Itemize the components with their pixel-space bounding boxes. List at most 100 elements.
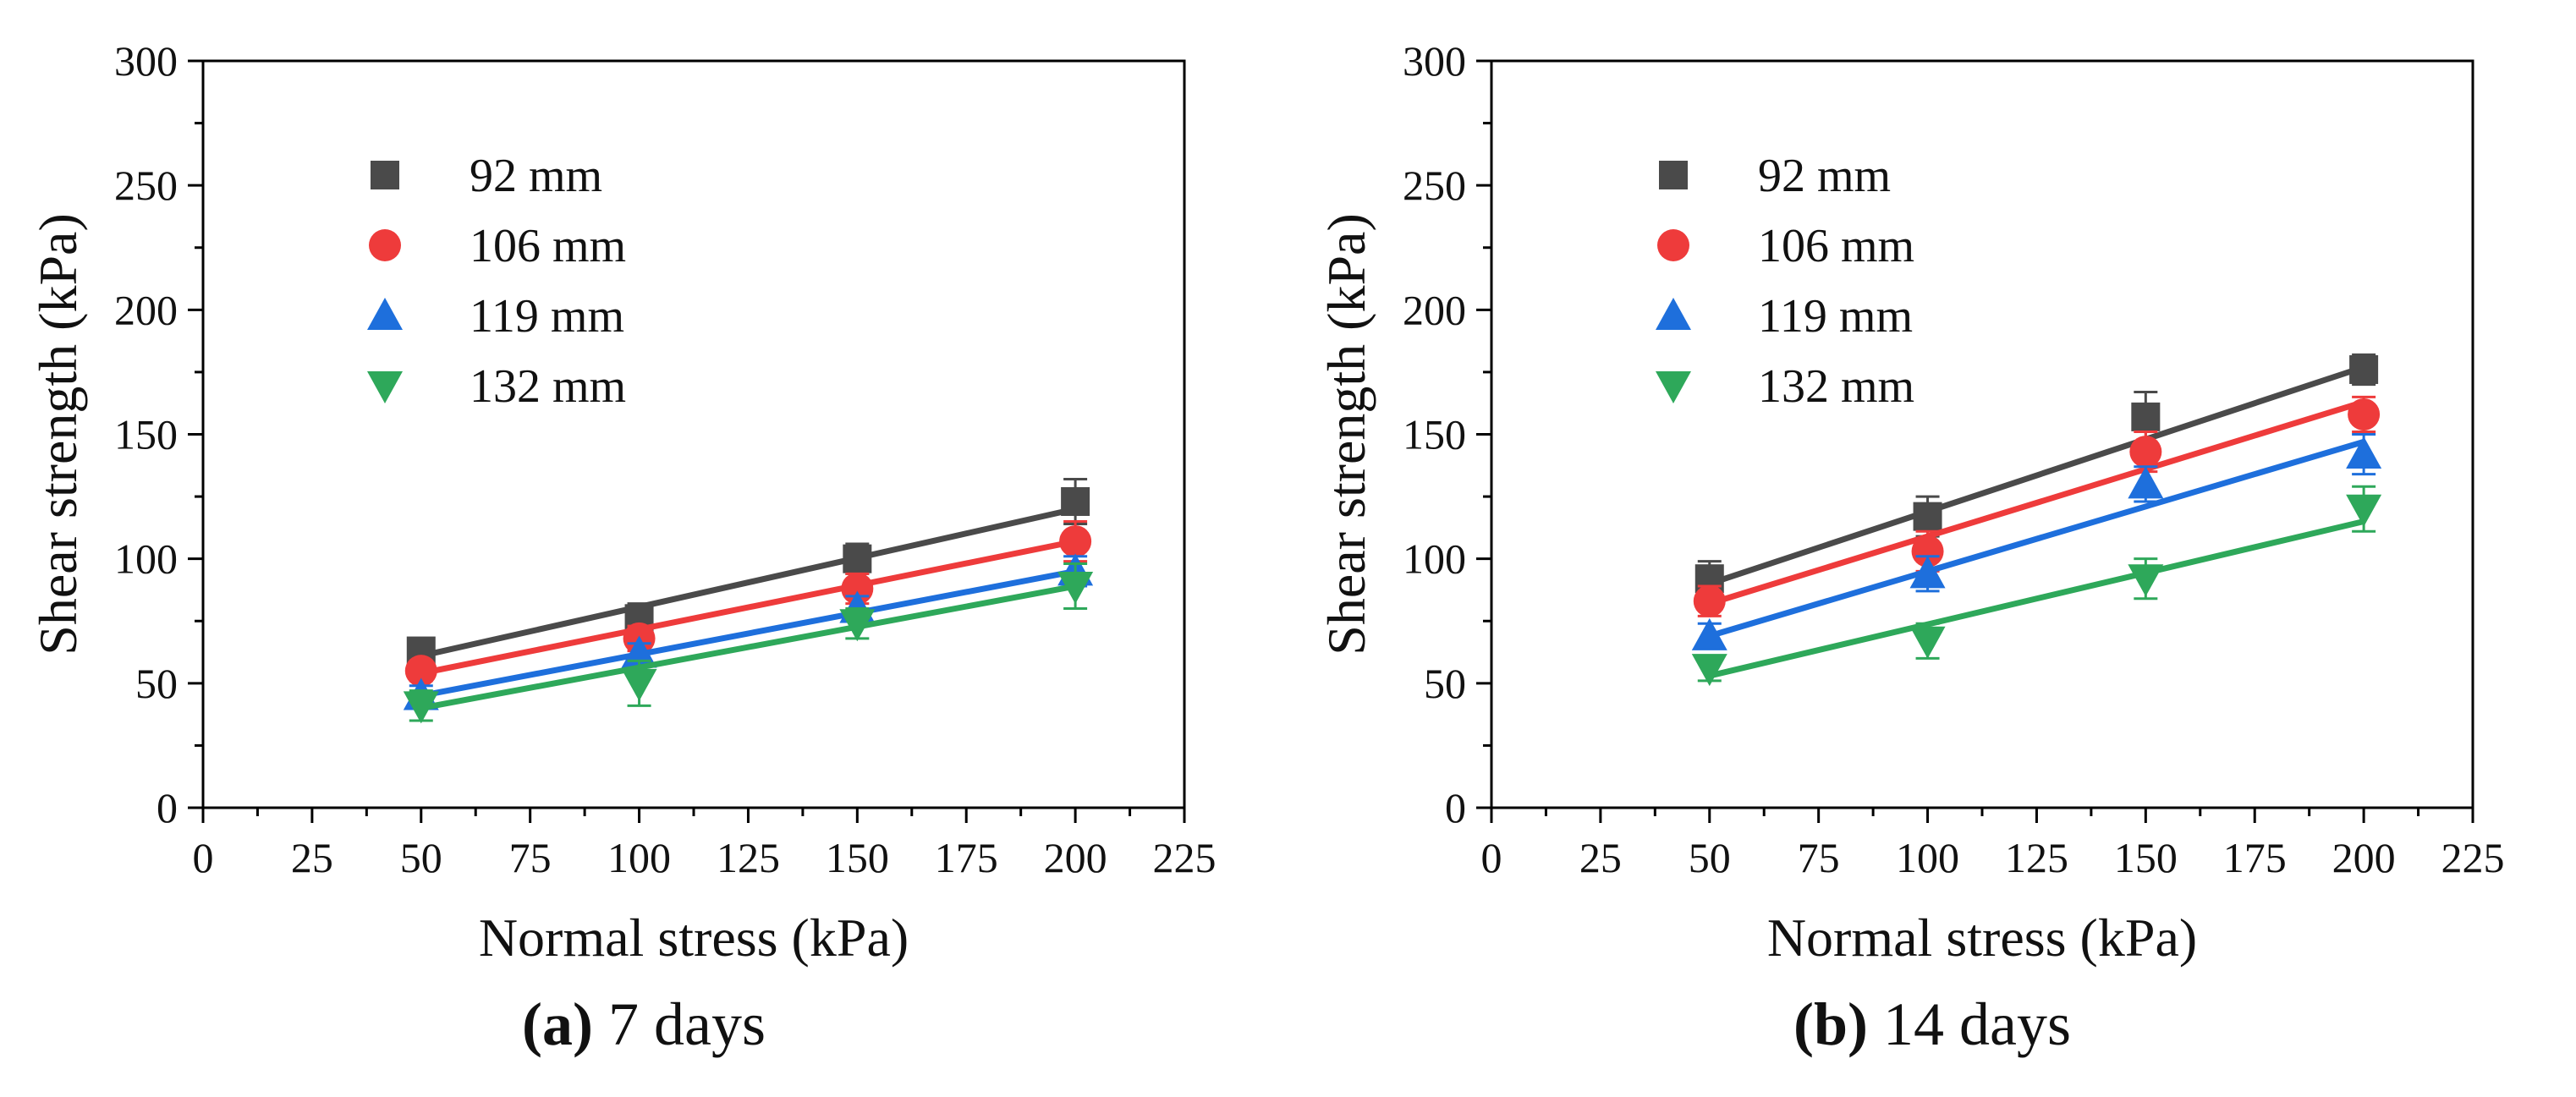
series-106-mm-b [1693,395,2381,617]
legend-label-1-a: 106 mm [470,220,626,272]
chart-svg-b: 0 25 50 75 100 125 150 175 200 225 0 50 100 150 200 250… [1316,37,2505,968]
fit-line-a [420,568,1076,699]
y-tick-label-250-b: 250 [1403,162,1466,209]
x-tick-label-150-b: 150 [2114,834,2178,881]
data-point-a [403,691,439,724]
legend-label-0-a: 92 mm [470,150,602,202]
x-tick-label-0-b: 0 [1481,834,1502,881]
y-tick-label-0-b: 0 [1445,784,1466,831]
data-point-b [2348,398,2381,431]
y-axis-label-b: Shear strength (kPa) [1316,213,1376,655]
legend-label-2-b: 119 mm [1758,290,1913,343]
x-tick-label-75-a: 75 [509,834,552,881]
x-tick-label-175-b: 175 [2223,834,2287,881]
x-tick-label-50-a: 50 [400,834,442,881]
legend-marker-1-a [369,229,401,261]
x-axis-label-b: Normal stress (kPa) [1767,908,2197,968]
x-tick-label-25-b: 25 [1579,834,1622,881]
fit-line-a [420,538,1076,677]
fit-line-a [420,583,1076,711]
legend-label-3-a: 132 mm [470,360,626,413]
fit-line-b [1708,398,2365,606]
chart-panel-a: 0 25 50 75 100 125 150 175 200 225 0 50 100 150 200 250… [0,37,1288,1060]
legend-marker-2-b [1656,298,1691,330]
y-tick-label-300-a: 300 [114,37,178,85]
fit-line-b [1708,518,2365,679]
data-point-b [2131,402,2161,431]
series-132-mm-a [403,562,1094,724]
x-axis-label-a: Normal stress (kPa) [479,908,909,968]
y-tick-label-150-b: 150 [1403,411,1466,458]
chart-panel-b: 0 25 50 75 100 125 150 175 200 225 0 50 100 150 200 250… [1288,0,2576,1097]
y-tick-label-100-b: 100 [1403,535,1466,583]
legend-marker-3-b [1656,371,1691,403]
data-point-b [1691,617,1727,650]
caption-text-a: 7 days [607,990,766,1058]
data-point-a [843,544,872,573]
data-point-b [2346,436,2382,469]
data-point-a [1057,572,1094,605]
x-tick-label-100-b: 100 [1896,834,1959,881]
fit-line-b [1708,364,2365,587]
y-tick-label-150-a: 150 [114,411,178,458]
legend-marker-0-a [371,161,399,189]
x-tick-label-200-a: 200 [1044,834,1107,881]
caption-panel-letter-b: (b) [1793,990,1868,1058]
legend-label-1-b: 106 mm [1758,220,1914,272]
x-tick-label-175-a: 175 [935,834,998,881]
data-point-b [2346,494,2382,527]
y-tick-label-300-b: 300 [1403,37,1466,85]
data-point-b [1909,556,1946,589]
data-point-b [1693,584,1726,617]
y-tick-label-250-a: 250 [114,162,178,209]
fit-line-b [1708,438,2365,639]
data-point-a [621,668,657,701]
y-tick-label-50-b: 50 [1424,660,1466,707]
x-tick-label-25-a: 25 [291,834,333,881]
x-tick-label-200-b: 200 [2332,834,2396,881]
data-point-b [2129,436,2162,469]
y-tick-label-50-a: 50 [135,660,178,707]
legend-label-0-b: 92 mm [1758,150,1891,202]
series-119-mm-a [403,553,1094,710]
plot-frame-a [201,59,1186,809]
x-tick-label-125-a: 125 [717,834,780,881]
y-tick-label-0-a: 0 [157,784,178,831]
legend-label-2-a: 119 mm [470,290,624,343]
y-axis-label-a: Shear strength (kPa) [28,213,88,655]
x-tick-label-50-b: 50 [1689,834,1731,881]
x-tick-label-225-a: 225 [1153,834,1217,881]
caption-a: (a) 7 days [0,990,1288,1060]
data-point-a [1059,525,1092,558]
x-tick-label-75-b: 75 [1798,834,1840,881]
x-tick-label-125-b: 125 [2005,834,2068,881]
series-119-mm-b [1691,433,2382,650]
data-point-b [2349,354,2379,384]
x-tick-label-100-a: 100 [607,834,671,881]
caption-b: (b) 14 days [1288,990,2576,1060]
data-point-a [404,655,437,688]
fit-line-a [420,506,1076,659]
legend-marker-1-b [1657,229,1689,261]
y-tick-label-200-a: 200 [114,286,178,333]
legend-label-3-b: 132 mm [1758,360,1914,413]
data-point-b [1909,626,1946,659]
x-tick-label-150-a: 150 [826,834,889,881]
y-tick-label-100-a: 100 [114,535,178,583]
data-point-b [1691,654,1727,687]
data-point-b [2128,564,2164,597]
legend-marker-2-a [367,298,403,330]
data-point-b [2128,466,2164,499]
y-tick-label-200-b: 200 [1403,286,1466,333]
data-point-b [1913,502,1942,531]
plot-frame-b [1490,59,2474,809]
chart-svg-a: 0 25 50 75 100 125 150 175 200 225 0 50 100 150 200 250… [28,37,1217,968]
series-92-mm-a [406,477,1090,666]
caption-panel-letter-a: (a) [522,990,593,1058]
data-point-a [839,609,876,642]
series-106-mm-a [404,520,1092,688]
series-132-mm-b [1691,485,2382,687]
x-tick-label-225-b: 225 [2441,834,2505,881]
data-point-b [1911,535,1944,568]
caption-text-b: 14 days [1883,990,2071,1058]
